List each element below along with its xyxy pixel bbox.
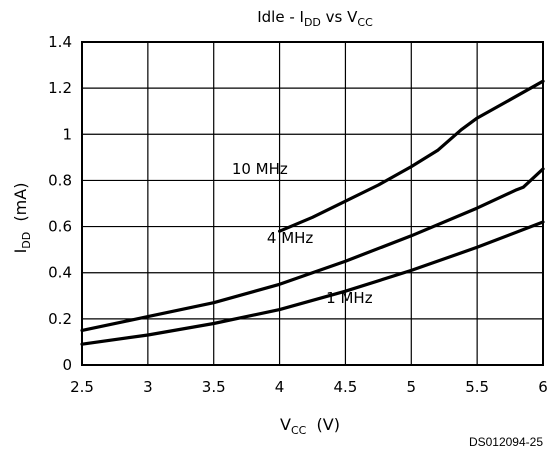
series-labels: 10 MHz 4 MHz 1 MHz <box>232 160 373 307</box>
x-axis-title: VCC (V) <box>280 415 340 437</box>
y-axis-title: IDD (mA) <box>11 183 33 254</box>
y-tick-label: 0.2 <box>48 310 72 328</box>
x-tick-label: 3.5 <box>202 378 226 396</box>
y-tick-label: 1.4 <box>48 33 72 51</box>
series-label: 1 MHz <box>326 289 373 307</box>
grid <box>82 42 543 365</box>
series-line-4-mhz <box>80 167 545 332</box>
x-tick-label: 6 <box>538 378 547 396</box>
x-tick-label: 3 <box>143 378 153 396</box>
y-tick-label: 1 <box>62 125 72 143</box>
y-tick-label: 0 <box>62 356 72 374</box>
series-label: 4 MHz <box>267 229 314 247</box>
y-tick-label: 0.8 <box>48 171 72 189</box>
chart-title: Idle - IDD vs VCC <box>257 8 373 29</box>
x-tick-label: 4 <box>275 378 285 396</box>
y-tick-label: 0.6 <box>48 218 72 236</box>
series-lines <box>80 79 545 346</box>
x-tick-label: 5.5 <box>465 378 489 396</box>
x-tick-label: 5 <box>407 378 417 396</box>
plot-frame <box>81 41 544 366</box>
y-tick-label: 0.4 <box>48 264 72 282</box>
figure-id: DS012094-25 <box>469 435 543 449</box>
series-line-10-mhz <box>278 79 545 233</box>
x-tick-label: 4.5 <box>333 378 357 396</box>
y-tick-label: 1.2 <box>48 79 72 97</box>
x-tick-label: 2.5 <box>70 378 94 396</box>
series-line-1-mhz <box>80 220 545 346</box>
x-tick-labels: 2.5 3 3.5 4 4.5 5 5.5 6 <box>70 378 547 396</box>
y-tick-labels: 0 0.2 0.4 0.6 0.8 1 1.2 1.4 <box>48 33 72 374</box>
series-label: 10 MHz <box>232 160 288 178</box>
